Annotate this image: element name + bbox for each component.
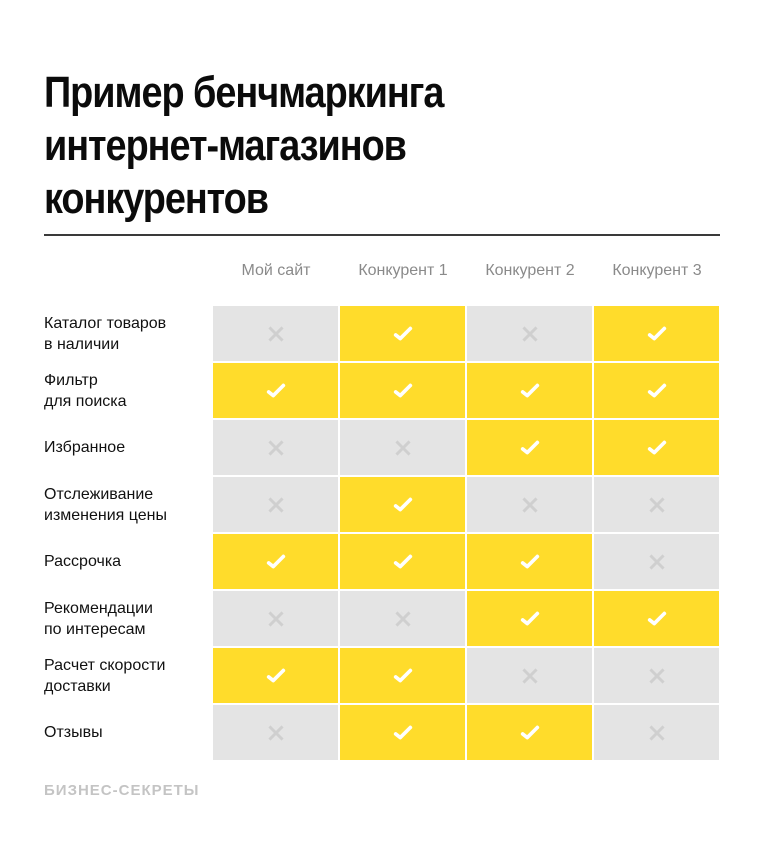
table-cell xyxy=(594,648,719,703)
check-icon xyxy=(519,722,541,744)
table-cell xyxy=(213,534,338,589)
table-cell xyxy=(340,477,465,532)
title-line-3: конкурентов xyxy=(44,174,269,223)
cross-icon xyxy=(519,323,541,345)
table-cell xyxy=(340,534,465,589)
table-cell xyxy=(467,534,592,589)
check-icon xyxy=(519,437,541,459)
check-icon xyxy=(392,323,414,345)
title-line-1: Пример бенчмаркинга xyxy=(44,68,444,117)
table-cell xyxy=(213,591,338,646)
table-cell xyxy=(213,477,338,532)
brand-logo: БИЗНЕС-СЕКРЕТЫ xyxy=(44,782,200,799)
table-cell xyxy=(594,306,719,361)
row-label: Рассрочка xyxy=(44,553,122,570)
table-cell xyxy=(594,477,719,532)
table-cell xyxy=(340,363,465,418)
check-icon xyxy=(392,722,414,744)
cross-icon xyxy=(646,665,668,687)
cross-icon xyxy=(265,722,287,744)
row-label: Отслеживание изменения цены xyxy=(44,485,168,524)
column-header: Конкурент 3 xyxy=(612,262,702,279)
row-label: Расчет скорости доставки xyxy=(44,656,166,695)
check-icon xyxy=(646,323,668,345)
table-cell xyxy=(340,648,465,703)
cross-icon xyxy=(519,494,541,516)
table-cell xyxy=(467,306,592,361)
table-cell xyxy=(340,420,465,475)
table-cell xyxy=(594,363,719,418)
check-icon xyxy=(392,551,414,573)
check-icon xyxy=(392,494,414,516)
check-icon xyxy=(519,608,541,630)
table-cell xyxy=(340,306,465,361)
column-header: Конкурент 2 xyxy=(485,262,575,279)
table-cell xyxy=(213,420,338,475)
title-divider xyxy=(44,234,720,236)
table-cell xyxy=(340,591,465,646)
check-icon xyxy=(519,551,541,573)
table-cell xyxy=(594,705,719,760)
cross-icon xyxy=(392,437,414,459)
table-cell xyxy=(213,363,338,418)
cross-icon xyxy=(265,494,287,516)
cross-icon xyxy=(265,323,287,345)
table-cell xyxy=(467,363,592,418)
table-cell xyxy=(594,420,719,475)
row-label: Каталог товаров в наличии xyxy=(44,314,167,353)
table-cell xyxy=(467,648,592,703)
cross-icon xyxy=(519,665,541,687)
row-label: Отзывы xyxy=(44,724,103,741)
table-cell xyxy=(340,705,465,760)
check-icon xyxy=(646,437,668,459)
column-header: Мой сайт xyxy=(241,262,311,279)
cross-icon xyxy=(646,722,668,744)
check-icon xyxy=(646,380,668,402)
table-cell xyxy=(467,705,592,760)
row-label: Избранное xyxy=(44,439,126,456)
row-label: Рекомендации по интересам xyxy=(44,599,153,638)
cross-icon xyxy=(646,551,668,573)
check-icon xyxy=(392,380,414,402)
check-icon xyxy=(519,380,541,402)
table-cell xyxy=(213,306,338,361)
cross-icon xyxy=(392,608,414,630)
page-title: Пример бенчмаркинга интернет-магазинов к… xyxy=(44,66,732,225)
table-cell xyxy=(467,477,592,532)
check-icon xyxy=(392,665,414,687)
column-header: Конкурент 1 xyxy=(358,262,448,279)
table-cell xyxy=(467,591,592,646)
check-icon xyxy=(646,608,668,630)
check-icon xyxy=(265,665,287,687)
check-icon xyxy=(265,380,287,402)
table-cell xyxy=(594,534,719,589)
table-cell xyxy=(467,420,592,475)
title-line-2: интернет-магазинов xyxy=(44,121,407,170)
cross-icon xyxy=(646,494,668,516)
cross-icon xyxy=(265,437,287,459)
check-icon xyxy=(265,551,287,573)
table-cell xyxy=(213,648,338,703)
table-cell xyxy=(594,591,719,646)
row-label: Фильтр для поиска xyxy=(44,371,127,410)
table-cell xyxy=(213,705,338,760)
cross-icon xyxy=(265,608,287,630)
